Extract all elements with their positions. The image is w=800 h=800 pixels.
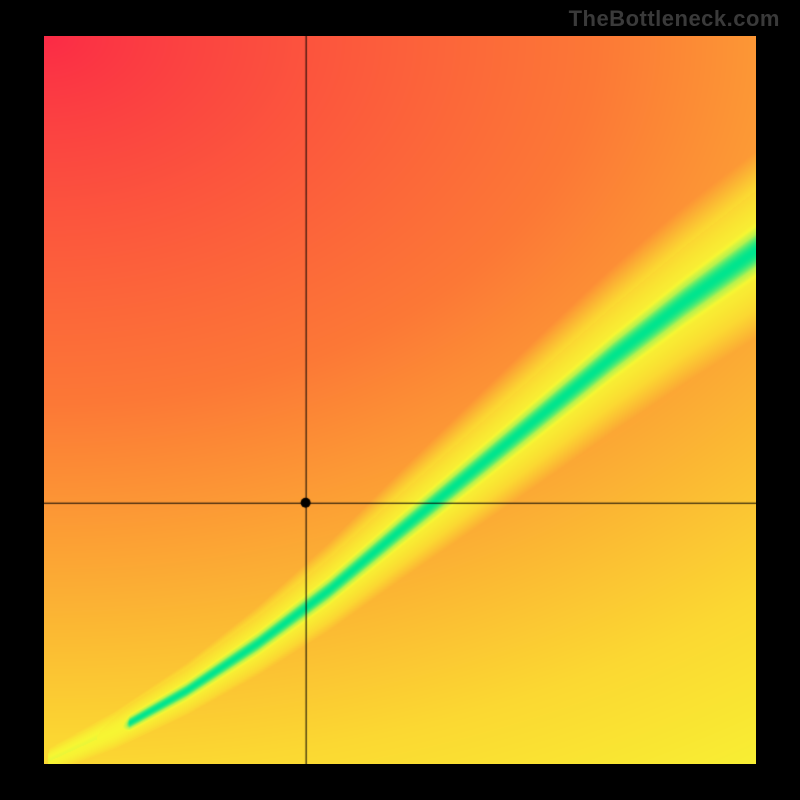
heatmap-canvas	[44, 36, 756, 764]
watermark-text: TheBottleneck.com	[569, 6, 780, 32]
bottleneck-heatmap	[44, 36, 756, 764]
